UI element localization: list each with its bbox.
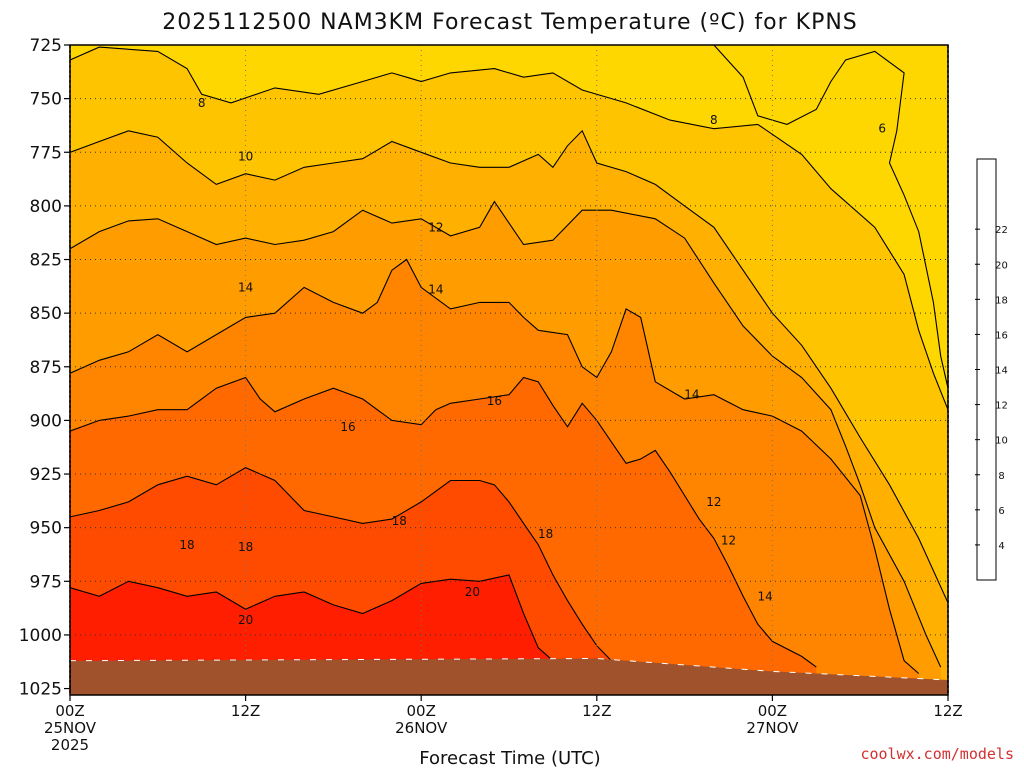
contour-fill-layer: 8 8 6 10 12 14 14 14 16 16 12 12 14 18 18 18 18 20 20: [70, 45, 948, 695]
contour-label: 14: [757, 589, 772, 603]
y-tick-label: 900: [30, 411, 62, 431]
isotherm-8: [70, 46, 948, 410]
contour-label: 20: [238, 613, 253, 627]
contour-label: 12: [428, 220, 443, 234]
y-tick-label: 850: [30, 304, 62, 324]
contour-label: 16: [487, 394, 502, 408]
contour-label: 8: [710, 113, 718, 127]
colorbar: 4 6 8 10 12 14 16 18 20 22: [975, 158, 1008, 581]
colorbar-label: 6: [998, 506, 1004, 517]
credit-text[interactable]: coolwx.com/models: [860, 745, 1014, 763]
colorbar-label: 12: [995, 401, 1008, 412]
contour-label: 12: [706, 495, 721, 509]
colorbar-label: 4: [998, 541, 1004, 552]
y-tick-label: 725: [30, 36, 62, 56]
ground-terrain: [70, 657, 948, 695]
contour-label: 18: [238, 540, 253, 554]
y-tick-label: 1025: [19, 680, 62, 700]
x-tick-label: 26NOV: [395, 719, 448, 737]
y-axis: 725 750 775 800 825 850 875 900 925 950 975 1000 102…: [19, 36, 70, 700]
contour-label: 10: [238, 150, 253, 164]
isotherm-12: [70, 200, 942, 668]
x-tick-label: 12Z: [231, 702, 260, 720]
x-tick-label: 27NOV: [746, 719, 799, 737]
contour-label: 12: [721, 534, 736, 548]
x-tick-label: 00Z: [55, 702, 84, 720]
contour-label: 14: [238, 280, 253, 294]
y-tick-label: 875: [30, 358, 62, 378]
y-tick-label: 825: [30, 251, 62, 271]
plot-area: 8 8 6 10 12 14 14 14 16 16 12 12 14 18 18 18 18 20 20: [69, 44, 949, 696]
x-tick-label: 25NOV: [44, 719, 97, 737]
y-tick-label: 750: [30, 90, 62, 110]
x-tick-label: 2025: [51, 736, 89, 754]
x-tick-label: 12Z: [933, 702, 962, 720]
y-tick-label: 925: [30, 465, 62, 485]
y-tick-label: 800: [30, 197, 62, 217]
colorbar-label: 16: [995, 330, 1008, 341]
isotherm-10: [70, 129, 948, 604]
isotherm-18: [70, 466, 612, 662]
chart-title: 2025112500 NAM3KM Forecast Temperature (…: [162, 10, 858, 35]
y-tick-label: 975: [30, 572, 62, 592]
contour-label: 18: [179, 538, 194, 552]
y-tick-label: 950: [30, 519, 62, 539]
isotherm-14: [70, 258, 920, 674]
x-axis-label: Forecast Time (UTC): [419, 748, 600, 768]
contour-label: 18: [392, 514, 407, 528]
x-tick-label: 12Z: [582, 702, 611, 720]
colorbar-label: 14: [995, 366, 1008, 377]
colorbar-label: 10: [995, 436, 1008, 447]
colorbar-label: 8: [998, 471, 1004, 482]
colorbar-label: 22: [995, 225, 1008, 236]
x-tick-label: 00Z: [758, 702, 787, 720]
y-tick-label: 1000: [19, 626, 62, 646]
contour-label: 16: [340, 420, 355, 434]
colorbar-label: 20: [995, 260, 1008, 271]
contour-label: 18: [538, 527, 553, 541]
contour-label: 6: [878, 122, 886, 136]
contour-label: 20: [465, 585, 480, 599]
y-tick-label: 775: [30, 143, 62, 163]
contour-label: 14: [428, 283, 443, 297]
contour-label: 8: [198, 96, 206, 110]
isotherm-20: [70, 574, 554, 662]
contour-label: 14: [684, 388, 699, 402]
x-tick-label: 00Z: [407, 702, 436, 720]
isotherm-16: [70, 376, 817, 668]
colorbar-label: 18: [995, 295, 1008, 306]
